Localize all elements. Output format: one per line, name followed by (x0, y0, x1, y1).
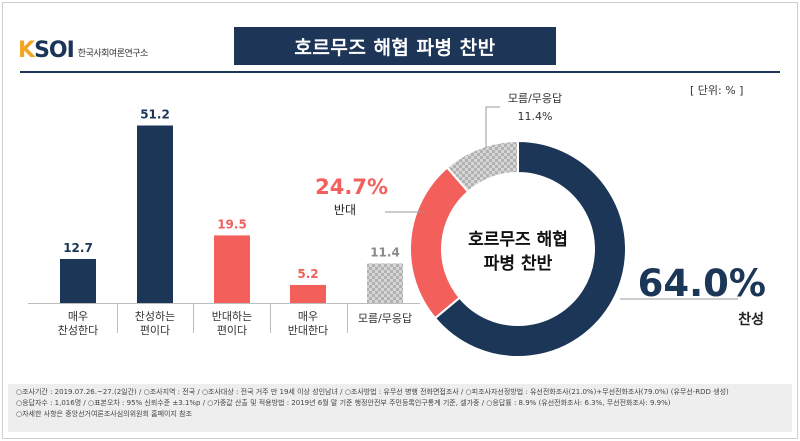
logo-subtitle: 한국사회여론연구소 (77, 49, 149, 59)
category-label: 찬성하는 (135, 309, 175, 323)
unit-label: [ 단위: % ] (690, 84, 744, 97)
slice-name-label: 모름/무응답 (508, 92, 562, 105)
bar (137, 125, 173, 303)
footnote-line: ○자세한 사항은 중앙선거여론조사심의위원회 홈페이지 참조 (16, 410, 193, 418)
category-label: 매우 (68, 310, 88, 323)
slice-value-label: 64.0% (638, 262, 766, 305)
category-label: 모름/무응답 (358, 312, 412, 325)
donut-slice (409, 166, 470, 320)
category-label: 편이다 (140, 324, 170, 337)
bar-value-label: 11.4 (370, 245, 400, 259)
footnote-line: ○조사기간 : 2019.07.26.~27.(2일간) / ○조사지역 : 전… (16, 388, 729, 396)
category-label: 반대하는 (212, 309, 252, 323)
slice-value-label: 24.7% (315, 175, 388, 199)
bar-value-label: 12.7 (63, 241, 93, 255)
logo-mark: KSOI (18, 38, 75, 63)
bar (367, 263, 403, 303)
bar (60, 258, 96, 303)
donut-slice (433, 139, 627, 358)
bar (290, 284, 326, 303)
slice-name-label: 반대 (334, 203, 356, 217)
donut-center-label: 호르무즈 해협 (468, 229, 568, 250)
donut-slice (445, 139, 519, 194)
category-label: 반대한다 (288, 324, 328, 337)
slice-value-label: 11.4% (518, 110, 553, 123)
category-label: 편이다 (217, 324, 247, 337)
leader-line (485, 106, 500, 148)
ksoi-logo: KSOI 한국사회여론연구소 (18, 36, 148, 62)
bar-value-label: 19.5 (217, 217, 247, 231)
survey-footnote: ○조사기간 : 2019.07.26.~27.(2일간) / ○조사지역 : 전… (8, 384, 792, 432)
bar-value-label: 5.2 (297, 267, 318, 281)
chart-title: 호르무즈 해협 파병 찬반 (234, 27, 556, 65)
bar-value-label: 51.2 (140, 108, 170, 122)
category-label: 매우 (298, 310, 318, 323)
bar (214, 235, 250, 303)
slice-name-label: 찬성 (738, 311, 764, 328)
title-divider (20, 71, 780, 73)
donut-center-label: 파병 찬반 (484, 254, 553, 274)
category-label: 찬성한다 (58, 323, 98, 337)
footnote-line: ○응답자수 : 1,016명 / ○표본오차 : 95% 신뢰수준 ±3.1%p… (16, 399, 671, 407)
